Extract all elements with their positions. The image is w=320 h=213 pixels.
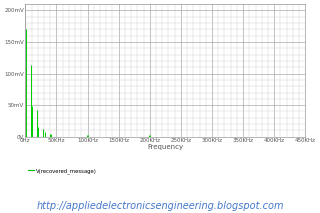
Text: http://appliedelectronicsengineering.blogspot.com: http://appliedelectronicsengineering.blo… xyxy=(36,201,284,211)
Legend: V(recovered_message): V(recovered_message) xyxy=(28,168,97,174)
X-axis label: Frequency: Frequency xyxy=(147,144,183,151)
